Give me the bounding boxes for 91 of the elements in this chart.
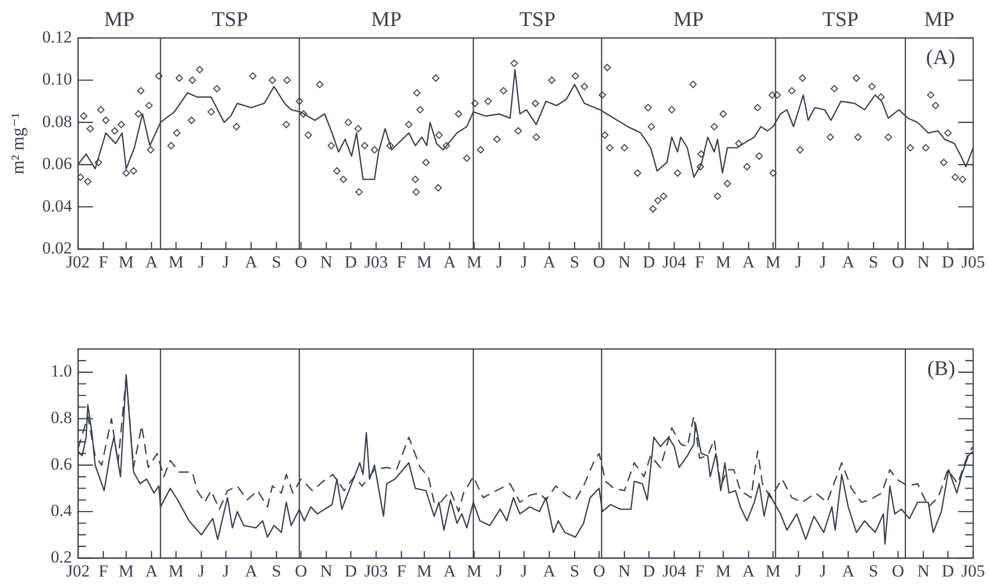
x-tick-label: J <box>795 252 802 272</box>
x-tick-label: J <box>496 252 504 272</box>
y-tick-label: 0.06 <box>42 154 72 174</box>
text: MP <box>371 7 402 31</box>
x-tick-label: J04 <box>662 562 687 581</box>
x-tick-label: A <box>543 252 556 272</box>
x-tick-label: A <box>742 562 756 581</box>
x-tick-label: A <box>742 252 756 272</box>
x-tick-label: J <box>198 252 206 272</box>
x-tick-label: J05 <box>961 252 986 272</box>
x-tick-label: O <box>294 252 308 272</box>
x-tick-label: J05 <box>961 562 986 581</box>
x-tick-label: M <box>766 252 781 272</box>
x-tick-label: S <box>272 252 282 272</box>
x-tick-label: F <box>396 252 406 272</box>
x-tick-label: J04 <box>662 252 687 272</box>
x-tick-label: N <box>320 252 332 272</box>
x-tick-label: N <box>917 252 930 272</box>
x-tick-label: D <box>642 562 656 581</box>
x-tick-label: J <box>198 562 206 581</box>
text: MP <box>924 7 954 31</box>
x-tick-label: J <box>820 252 827 272</box>
x-tick-label: M <box>416 562 432 581</box>
x-tick-label: M <box>716 252 731 272</box>
x-tick-label: D <box>344 252 357 272</box>
y-tick-label: 0.6 <box>50 454 72 474</box>
x-tick-label: F <box>98 252 108 272</box>
x-tick-label: A <box>543 562 556 581</box>
x-tick-label: M <box>118 252 134 272</box>
x-tick-label: O <box>892 252 904 272</box>
x-tick-label: A <box>145 562 158 581</box>
x-tick-label: O <box>592 562 606 581</box>
x-tick-label: S <box>570 562 580 581</box>
text: TSP <box>519 7 556 31</box>
x-tick-label: J <box>820 562 827 581</box>
x-tick-label: N <box>320 562 332 581</box>
y-tick-label: 0.10 <box>42 70 72 89</box>
annotation: (B) <box>927 356 956 380</box>
x-tick-label: A <box>245 562 258 581</box>
x-tick-label: M <box>168 562 184 581</box>
y-tick-label: 0.04 <box>42 196 72 216</box>
x-tick-label: N <box>917 562 930 581</box>
x-tick-label: J03 <box>364 252 388 272</box>
x-tick-label: N <box>618 562 631 581</box>
x-tick-label: M <box>466 562 482 581</box>
y-tick-label: 1.0 <box>50 362 72 381</box>
x-tick-label: S <box>868 562 878 581</box>
x-tick-label: S <box>868 252 878 272</box>
x-tick-label: M <box>416 252 432 272</box>
x-tick-label: D <box>942 562 954 581</box>
x-tick-label: O <box>592 252 606 272</box>
text: TSP <box>822 7 859 31</box>
x-tick-label: S <box>570 252 580 272</box>
y-tick-label: 0.12 <box>42 27 72 46</box>
x-tick-label: F <box>694 252 704 272</box>
x-tick-label: J <box>222 562 230 581</box>
text: TSP <box>212 7 248 31</box>
text: MP <box>104 7 134 31</box>
x-tick-label: J <box>520 562 528 581</box>
x-tick-label: J <box>496 562 504 581</box>
x-tick-label: J <box>795 562 802 581</box>
x-tick-label: D <box>344 562 357 581</box>
x-tick-label: S <box>272 562 282 581</box>
x-tick-label: O <box>294 562 308 581</box>
x-tick-label: A <box>842 252 856 272</box>
x-tick-label: F <box>98 562 108 581</box>
x-tick-label: A <box>245 252 258 272</box>
x-tick-label: A <box>443 562 456 581</box>
text: MP <box>673 7 704 31</box>
x-tick-label: J <box>520 252 528 272</box>
x-tick-label: M <box>466 252 482 272</box>
x-tick-label: D <box>942 252 954 272</box>
x-tick-label: N <box>618 252 631 272</box>
x-tick-label: M <box>168 252 184 272</box>
y-tick-label: 0.08 <box>42 112 72 131</box>
x-tick-label: F <box>396 562 406 581</box>
x-tick-label: M <box>118 562 134 581</box>
x-tick-label: M <box>716 562 731 581</box>
x-tick-label: A <box>145 252 158 272</box>
x-tick-label: O <box>892 562 904 581</box>
y-tick-label: 0.4 <box>50 501 72 520</box>
x-tick-label: A <box>842 562 856 581</box>
x-tick-label: F <box>694 562 704 581</box>
x-tick-label: J <box>222 252 230 272</box>
y-axis-title: m² mg⁻¹ <box>8 112 28 174</box>
x-tick-label: J03 <box>364 562 388 581</box>
y-tick-label: 0.8 <box>50 408 72 428</box>
x-tick-label: M <box>766 562 781 581</box>
annotation: (A) <box>926 45 956 69</box>
x-tick-label: D <box>642 252 656 272</box>
x-tick-label: A <box>443 252 456 272</box>
